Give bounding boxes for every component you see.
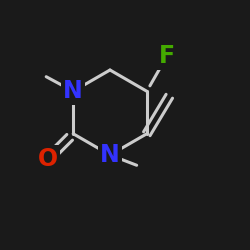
Text: F: F	[159, 44, 175, 68]
Text: N: N	[100, 143, 120, 167]
Text: N: N	[63, 79, 83, 103]
Text: O: O	[38, 147, 58, 171]
